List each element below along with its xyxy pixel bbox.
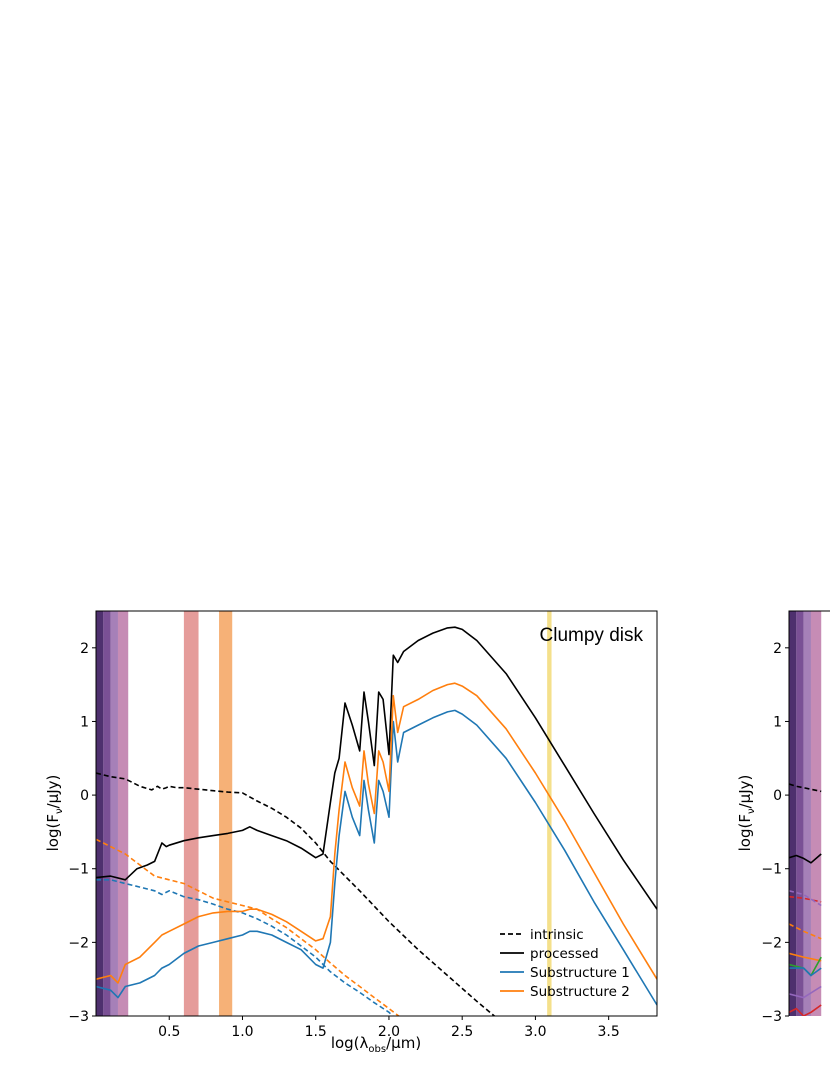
x-tick-label: 2.0 [378,1024,400,1040]
filter-band-2 [803,611,811,1016]
y-tick-label: −1 [761,862,782,878]
series-line-9 [789,1004,822,1016]
filter-band-2 [110,611,118,1016]
y-tick-label: 2 [773,641,782,657]
y-tick-label: −1 [68,862,89,878]
series-line-5 [96,682,657,984]
legend-label: intrinsic [530,927,584,943]
x-tick-label: 1.5 [305,1024,327,1040]
y-tick-label: 0 [80,788,89,804]
series-line-1 [789,853,822,864]
series-line-4 [96,709,657,1006]
filter-band-1 [796,611,804,1016]
series-line-0 [789,783,822,793]
series-line-3 [96,838,401,1016]
x-axis-label-main: log(λ [331,1034,369,1052]
series-line-0 [96,772,496,1016]
filter-band-0 [789,611,797,1016]
series-line-5 [789,952,822,962]
filter-band-0 [96,611,104,1016]
legend-label: Substructure 2 [530,984,630,1000]
series-line-7 [789,967,822,977]
y-axis-label-main: log(F [44,814,62,851]
filter-band-5 [219,611,233,1016]
y-tick-label: −3 [68,1009,89,1025]
y-axis-label: log(Fν/μJy) [736,775,757,852]
series-line-2 [96,879,394,1016]
plot-frame [95,610,658,1017]
y-axis-label-tail: /μJy) [44,775,62,809]
x-axis-label: log(λobs/μm) [331,1034,421,1055]
legend: intrinsic processed Substructure 1 Substruc… [500,927,630,1000]
clumpy-disk-panel: −3 −2 −1 0 1 2 0.5 1.0 1.5 2.0 2.5 3.0 3.5 Clumpy di… [44,610,658,1055]
y-tick-label: −2 [761,935,782,951]
y-axis-label-tail: /μJy) [736,775,754,809]
y-tick-label: 0 [773,788,782,804]
filter-band-6 [547,611,552,1016]
series-line-3 [789,890,822,907]
x-axis-label-tail: /μm) [386,1034,421,1052]
y-axis-label-sub: ν [54,808,65,814]
legend-label: Substructure 1 [530,965,630,981]
x-tick-label: 2.5 [451,1024,473,1040]
y-tick-label: 1 [773,714,782,730]
x-axis-label-sub: obs [368,1044,386,1055]
plot-frame [788,610,830,1016]
filter-band-4 [183,611,199,1016]
x-tick-label: 0.5 [158,1024,180,1040]
y-axis-label-sub: ν [746,808,757,814]
series-line-8 [789,985,822,999]
filter-band-1 [103,611,111,1016]
second-panel: −3 −2 −1 0 1 2 log(Fν/μJy) [736,610,830,1025]
y-axis-label: log(Fν/μJy) [44,775,65,852]
x-tick-label: 3.5 [598,1024,620,1040]
filter-band-3 [117,611,129,1016]
y-tick-label: −3 [761,1009,782,1025]
x-tick-label: 3.0 [524,1024,546,1040]
x-tick-label: 1.0 [231,1024,253,1040]
series-line-2 [789,895,822,903]
panel-title: Clumpy disk [540,625,644,646]
series-line-4 [789,923,822,940]
y-tick-label: −2 [68,935,89,951]
filter-band-3 [810,611,822,1016]
y-tick-label: 2 [80,641,89,657]
legend-label: processed [530,946,599,962]
y-axis-label-main: log(F [736,814,754,851]
series-line-1 [96,626,657,910]
y-tick-label: 1 [80,714,89,730]
